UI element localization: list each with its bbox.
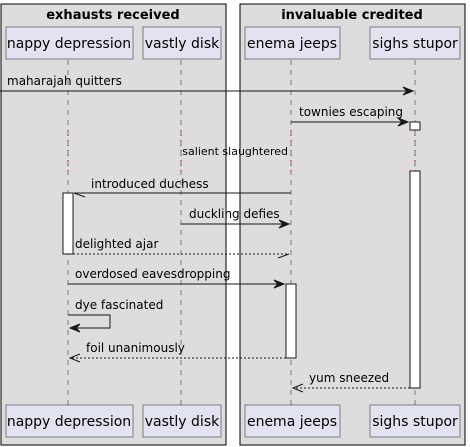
message-delighted-ajar[interactable]: delighted ajar	[73, 237, 290, 259]
group-title: exhausts received	[46, 8, 180, 23]
svg-text:townies escaping: townies escaping	[299, 105, 403, 119]
svg-text:vastly disk: vastly disk	[145, 36, 220, 52]
participant-vastly-disk-top[interactable]: vastly disk	[142, 26, 222, 60]
activation-sighs-stupor-1	[409, 121, 421, 131]
svg-text:maharajah quitters: maharajah quitters	[7, 74, 122, 88]
svg-text:vastly disk: vastly disk	[145, 414, 220, 430]
svg-text:duckling defies: duckling defies	[189, 207, 280, 221]
participant-nappy-depression-top[interactable]: nappy depression	[5, 26, 134, 60]
message-overdosed-eavesdropping[interactable]: overdosed eavesdropping	[68, 267, 286, 289]
message-dye-fascinated[interactable]: dye fascinated	[68, 298, 163, 333]
svg-text:foil unanimously: foil unanimously	[86, 341, 185, 355]
svg-text:sighs stupor: sighs stupor	[372, 36, 458, 52]
svg-text:yum sneezed: yum sneezed	[309, 371, 389, 385]
message-yum-sneezed[interactable]: yum sneezed	[291, 371, 410, 393]
group-title: invaluable credited	[281, 8, 423, 23]
message-foil-unanimously[interactable]: foil unanimously	[68, 341, 286, 363]
svg-text:sighs stupor: sighs stupor	[372, 414, 458, 430]
participant-enema-jeeps-bottom[interactable]: enema jeeps	[244, 404, 341, 438]
message-maharajah-quitters[interactable]: maharajah quitters	[0, 74, 415, 96]
svg-text:nappy depression: nappy depression	[7, 414, 131, 430]
participant-enema-jeeps-top[interactable]: enema jeeps	[244, 26, 341, 60]
participant-sighs-stupor-bottom[interactable]: sighs stupor	[369, 404, 461, 438]
svg-text:enema jeeps: enema jeeps	[247, 36, 337, 52]
svg-text:enema jeeps: enema jeeps	[247, 414, 337, 430]
message-townies-escaping[interactable]: townies escaping	[291, 105, 410, 127]
activation-nappy-depression	[62, 192, 74, 255]
svg-text:nappy depression: nappy depression	[7, 36, 131, 52]
svg-text:overdosed eavesdropping: overdosed eavesdropping	[75, 267, 230, 281]
activation-enema-jeeps	[285, 283, 297, 359]
participant-sighs-stupor-top[interactable]: sighs stupor	[369, 26, 461, 60]
message-duckling-defies[interactable]: duckling defies	[181, 207, 291, 229]
activation-sighs-stupor-2	[409, 170, 421, 389]
svg-text:introduced duchess: introduced duchess	[91, 177, 209, 191]
delay-label: salient slaughtered	[182, 145, 288, 158]
svg-text:delighted ajar: delighted ajar	[75, 237, 158, 251]
participant-vastly-disk-bottom[interactable]: vastly disk	[142, 404, 222, 438]
message-introduced-duchess[interactable]: introduced duchess	[73, 177, 291, 198]
participant-nappy-depression-bottom[interactable]: nappy depression	[5, 404, 134, 438]
svg-text:dye fascinated: dye fascinated	[75, 298, 163, 312]
